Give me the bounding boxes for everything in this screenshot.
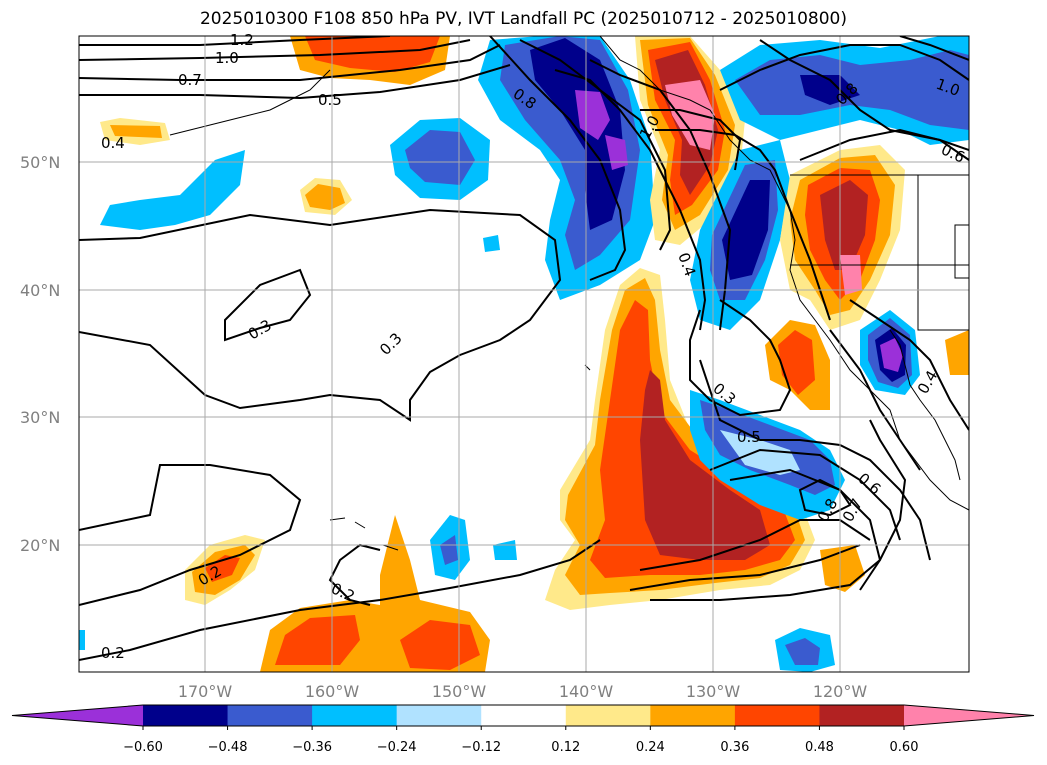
latitude-labels: 50°N 40°N 30°N 20°N [20,153,60,555]
contour-label: 0.5 [737,428,761,446]
contour-label: 1.0 [215,49,239,67]
colorbar-segment [396,705,482,726]
lon-label: 140°W [559,682,614,701]
contour-label: 0.4 [101,134,125,152]
contour-label: 0.6 [938,140,967,166]
colorbar-tick-label: 0.24 [636,740,665,755]
contour-label: 0.6 [854,469,884,498]
ivt-contours [79,36,969,661]
lon-label: 150°W [432,682,487,701]
pv-shading [79,36,969,672]
contour-label: 0.5 [318,91,342,109]
colorbar-extend-low [12,705,143,726]
colorbar-segment [565,705,651,726]
colorbar-extend-high [904,705,1034,726]
colorbar-tick-label: −0.60 [123,740,163,755]
lat-label: 40°N [20,281,60,300]
colorbar-segment [312,705,398,726]
lat-label: 50°N [20,153,60,172]
lon-label: 120°W [813,682,868,701]
colorbar-segment [227,705,313,726]
contour-label: 0.7 [839,495,867,525]
colorbar-segment [734,705,820,726]
lat-label: 20°N [20,536,60,555]
colorbar-tick-label: −0.36 [292,740,332,755]
colorbar-segment [143,705,229,726]
colorbar-tick-label: 0.48 [805,740,834,755]
contour-label: 0.3 [376,329,406,359]
map-title: 2025010300 F108 850 hPa PV, IVT Landfall… [199,9,847,29]
lon-label: 170°W [178,682,233,701]
contour-label: 0.7 [178,71,202,89]
colorbar-tick-label: 0.60 [890,740,919,755]
colorbar-segment [819,705,905,726]
contour-label: 0.3 [245,316,275,344]
colorbar-labels: −0.60 −0.48 −0.36 −0.24 −0.12 0.12 0.24 0.36 0.4… [123,726,918,755]
colorbar-segment [481,705,567,726]
colorbar-tick-label: −0.24 [377,740,417,755]
colorbar-tick-label: −0.12 [461,740,501,755]
contour-label: 1.2 [230,31,254,49]
graticule [79,36,969,672]
lon-label: 160°W [305,682,360,701]
colorbar-tick-label: 0.36 [720,740,749,755]
lat-label: 30°N [20,408,60,427]
contour-label: 0.2 [101,644,125,662]
map-frame [78,35,970,673]
colorbar-tick-label: −0.48 [208,740,248,755]
colorbar [11,704,1035,727]
lon-label: 130°W [686,682,741,701]
colorbar-tick-label: 0.12 [551,740,580,755]
longitude-labels: 170°W 160°W 150°W 140°W 130°W 120°W [178,682,868,701]
colorbar-segment [650,705,736,726]
